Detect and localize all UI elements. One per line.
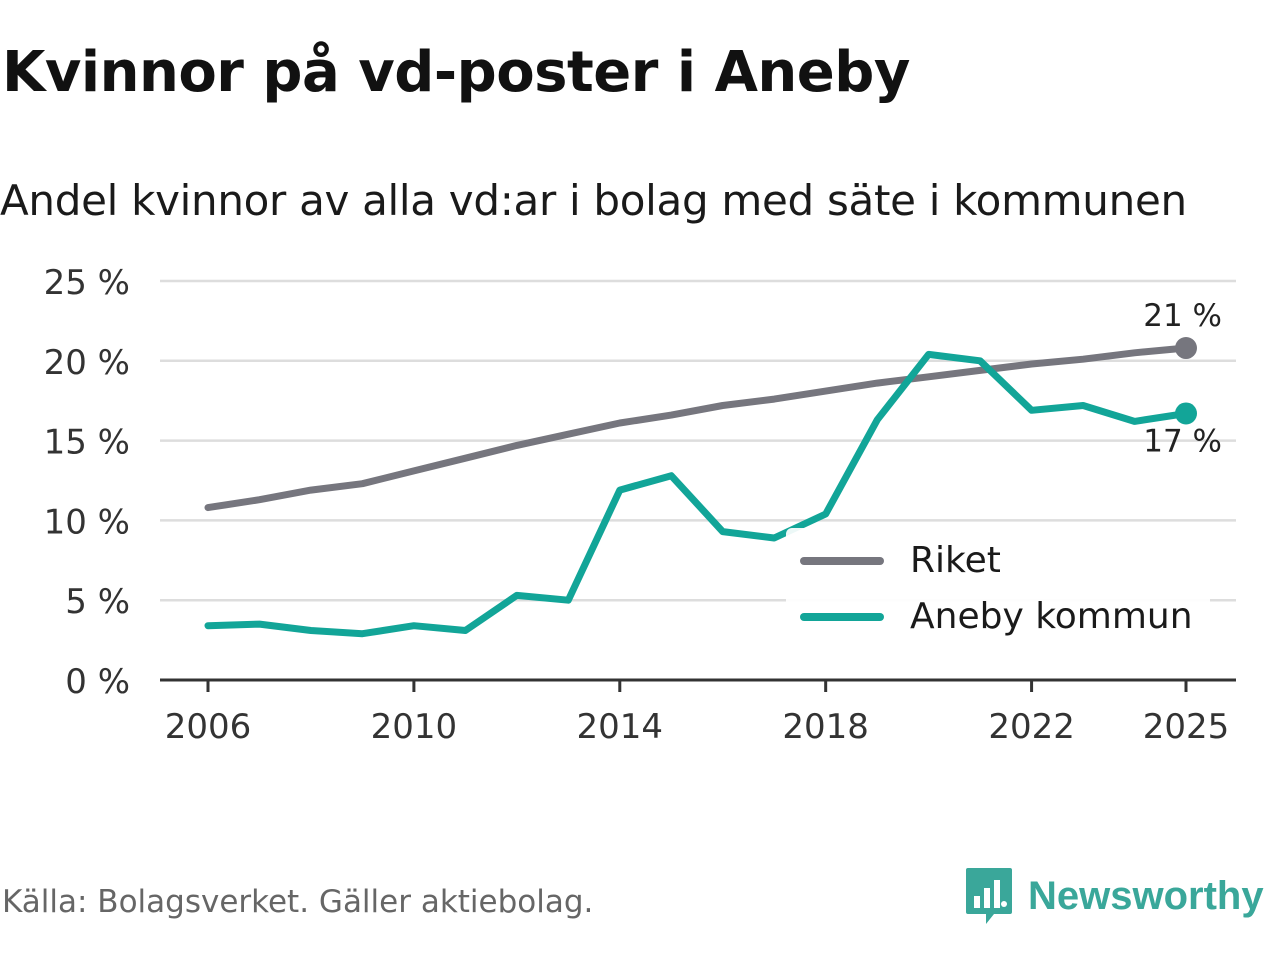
- x-tick-label: 2022: [988, 707, 1075, 747]
- series-line-riket: [204, 344, 1190, 512]
- brand-logo[interactable]: Newsworthy: [964, 864, 1264, 928]
- x-tick-label: 2014: [577, 707, 664, 747]
- chart-subtitle: Andel kvinnor av alla vd:ar i bolag med …: [0, 176, 1187, 225]
- legend-label-riket: Riket: [910, 540, 1001, 581]
- series-end-label-aneby: 17 %: [1143, 423, 1222, 459]
- series-layer: [204, 337, 1197, 638]
- y-tick-label: 20 %: [44, 343, 130, 383]
- y-tick-label: 5 %: [65, 582, 130, 622]
- y-tick-label: 10 %: [44, 502, 130, 542]
- legend-swatch-aneby: [800, 612, 884, 621]
- chart-title: Kvinnor på vd-poster i Aneby: [2, 40, 910, 105]
- source-note: Källa: Bolagsverket. Gäller aktiebolag.: [2, 884, 594, 920]
- newsworthy-logo-icon: [966, 868, 1012, 924]
- series-end-point-aneby: [1175, 402, 1197, 425]
- axis-layer: 0 % 5 % 10 % 15 % 20 % 25 % 2006 2010 2014 2018 20…: [44, 263, 1236, 747]
- series-end-point-riket: [1175, 337, 1197, 360]
- label-layer: 21 % 17 %: [1143, 298, 1222, 459]
- x-tick-label: 2025: [1143, 707, 1230, 747]
- chart-legend: Riket Aneby kommun: [786, 528, 1210, 646]
- x-tick-label: 2006: [165, 707, 252, 747]
- y-tick-label: 0 %: [65, 662, 130, 702]
- brand-name: Newsworthy: [1028, 873, 1264, 918]
- legend-item-riket: Riket: [800, 540, 1001, 581]
- legend-swatch-riket: [800, 556, 884, 565]
- legend-item-aneby: Aneby kommun: [800, 596, 1193, 637]
- series-line-aneby: [204, 350, 1190, 638]
- y-tick-label: 25 %: [44, 263, 130, 303]
- legend-label-aneby: Aneby kommun: [910, 596, 1193, 637]
- series-end-label-riket: 21 %: [1143, 298, 1222, 334]
- x-tick-label: 2018: [782, 707, 869, 747]
- y-tick-label: 15 %: [44, 423, 130, 463]
- x-tick-label: 2010: [371, 707, 458, 747]
